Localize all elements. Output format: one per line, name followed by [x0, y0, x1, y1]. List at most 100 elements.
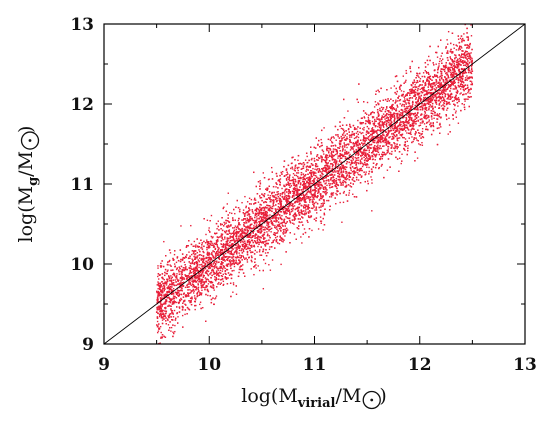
scatter-point: [406, 132, 408, 134]
scatter-point: [269, 195, 272, 197]
scatter-point: [371, 171, 373, 173]
scatter-point: [293, 233, 296, 235]
scatter-point: [386, 122, 388, 125]
scatter-point: [242, 264, 244, 266]
scatter-point: [458, 47, 460, 50]
scatter-point: [470, 35, 473, 37]
scatter-point: [179, 299, 181, 301]
scatter-point: [337, 135, 339, 138]
scatter-point: [454, 104, 456, 106]
scatter-point: [269, 269, 272, 271]
scatter-point: [300, 236, 302, 238]
scatter-point: [239, 223, 241, 226]
scatter-point: [296, 187, 298, 189]
scatter-point: [248, 215, 251, 217]
scatter-point: [159, 305, 161, 307]
scatter-point: [286, 229, 289, 231]
scatter-point: [457, 64, 460, 66]
scatter-point: [447, 96, 450, 98]
scatter-point: [258, 269, 261, 272]
scatter-point: [250, 203, 253, 205]
scatter-point: [282, 233, 285, 235]
scatter-point: [277, 203, 280, 205]
scatter-point: [423, 114, 426, 116]
scatter-point: [212, 263, 214, 265]
scatter-point: [343, 190, 345, 193]
scatter-point: [307, 176, 309, 179]
scatter-point: [202, 265, 204, 267]
scatter-point: [299, 203, 301, 205]
scatter-point: [195, 297, 197, 299]
scatter-point: [226, 255, 228, 258]
scatter-point: [432, 110, 434, 112]
scatter-point: [285, 184, 288, 186]
scatter-point: [237, 227, 239, 229]
scatter-point: [352, 173, 355, 175]
scatter-point: [248, 197, 251, 199]
scatter-point: [162, 282, 164, 285]
scatter-point: [356, 179, 358, 181]
scatter-point: [160, 298, 163, 300]
scatter-point: [182, 256, 184, 259]
scatter-point: [208, 227, 210, 229]
scatter-point: [434, 90, 437, 93]
scatter-point: [203, 282, 206, 284]
scatter-point: [276, 235, 279, 238]
scatter-point: [463, 33, 465, 35]
scatter-point: [213, 267, 216, 269]
scatter-point: [401, 136, 404, 139]
scatter-point: [326, 191, 328, 194]
scatter-point: [157, 281, 159, 283]
scatter-point: [447, 52, 449, 54]
scatter-point: [454, 58, 456, 60]
scatter-point: [223, 266, 225, 269]
scatter-point: [365, 131, 368, 133]
scatter-point: [447, 75, 449, 77]
scatter-point: [362, 135, 365, 137]
scatter-point: [423, 75, 426, 78]
scatter-point: [242, 229, 244, 232]
scatter-point: [403, 96, 405, 98]
scatter-point: [378, 166, 381, 169]
scatter-point: [169, 252, 172, 254]
scatter-point: [208, 261, 210, 264]
scatter-point: [384, 118, 386, 120]
scatter-point: [442, 86, 445, 89]
scatter-point: [390, 127, 392, 129]
scatter-point: [208, 231, 211, 233]
scatter-point: [234, 225, 237, 227]
scatter-point: [293, 192, 296, 194]
scatter-point: [227, 242, 229, 245]
scatter-point: [314, 168, 316, 171]
scatter-point: [396, 147, 398, 150]
scatter-point: [192, 292, 195, 294]
scatter-point: [256, 239, 258, 242]
scatter-point: [393, 119, 395, 122]
scatter-point: [256, 216, 258, 218]
scatter-point: [201, 246, 203, 248]
scatter-point: [438, 89, 440, 91]
scatter-point: [216, 228, 218, 230]
scatter-point: [272, 224, 274, 226]
scatter-point: [449, 103, 451, 105]
scatter-point: [466, 55, 469, 58]
scatter-point: [335, 139, 337, 141]
scatter-point: [199, 278, 201, 281]
scatter-point: [253, 222, 256, 225]
scatter-point: [255, 221, 257, 224]
scatter-point: [333, 137, 335, 139]
scatter-point: [390, 105, 392, 108]
scatter-point: [419, 132, 421, 135]
scatter-point: [408, 137, 410, 139]
scatter-point: [391, 146, 393, 148]
scatter-point: [452, 74, 454, 77]
scatter-point: [198, 254, 200, 256]
scatter-point: [159, 265, 162, 267]
scatter-point: [462, 86, 465, 89]
scatter-point: [159, 289, 162, 291]
scatter-point: [337, 166, 339, 168]
scatter-point: [415, 120, 418, 122]
scatter-point: [188, 251, 190, 253]
scatter-point: [435, 102, 437, 104]
scatter-point: [294, 218, 297, 220]
